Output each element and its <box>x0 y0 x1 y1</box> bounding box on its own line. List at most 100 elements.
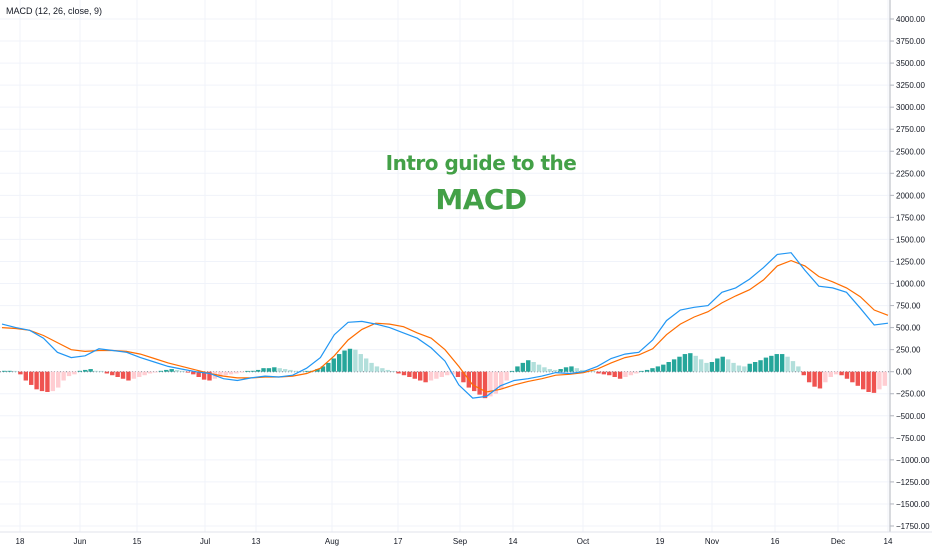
histogram-bar <box>428 371 434 381</box>
histogram-bar <box>326 362 331 372</box>
histogram-bar <box>369 362 374 372</box>
histogram-bar <box>401 371 407 376</box>
indicator-lines <box>1 252 889 399</box>
histogram-bar <box>374 366 380 372</box>
histogram-bar <box>796 366 801 372</box>
histogram-bar <box>574 368 580 372</box>
histogram-bar <box>12 370 18 372</box>
histogram-bar <box>110 371 115 376</box>
histogram-bar <box>434 371 439 379</box>
histogram-bar <box>358 354 363 372</box>
y-tick-label: 1750.00 <box>896 213 925 222</box>
x-tick-label: 17 <box>394 537 403 546</box>
y-tick-label: 3500.00 <box>896 59 925 68</box>
histogram-bar <box>731 362 736 372</box>
histogram-bar <box>839 371 844 376</box>
x-tick-label: 16 <box>771 537 780 546</box>
histogram-bar <box>250 370 255 372</box>
histogram-bar <box>196 371 201 377</box>
histogram-bar <box>482 371 488 399</box>
histogram-bar <box>725 359 731 372</box>
histogram-bar <box>66 371 72 377</box>
histogram-bar <box>93 370 99 372</box>
histogram-bar <box>261 368 266 372</box>
histogram-bar <box>547 369 553 372</box>
histogram-bar <box>758 360 763 372</box>
histogram-bar <box>445 371 450 376</box>
histogram-bar <box>380 368 385 372</box>
histogram-bar <box>131 371 137 379</box>
y-tick-label: 3250.00 <box>896 81 925 90</box>
histogram-bar <box>461 371 466 383</box>
y-tick-label: 3750.00 <box>896 37 925 46</box>
y-tick-label: 2250.00 <box>896 169 925 178</box>
histogram-bar <box>34 371 39 390</box>
histogram-bar <box>142 371 147 376</box>
histogram-bar <box>288 369 293 372</box>
histogram-bar <box>682 354 688 372</box>
histogram-bar <box>423 371 428 383</box>
x-tick-label: Dec <box>831 537 845 546</box>
histogram-bar <box>644 369 650 372</box>
histogram-bar <box>769 355 774 372</box>
x-tick-label: 18 <box>16 537 25 546</box>
histogram-bar <box>104 371 110 374</box>
y-tick-label: 3000.00 <box>896 103 925 112</box>
histogram-bar <box>201 371 207 380</box>
histogram-bar <box>785 356 790 372</box>
histogram-bar <box>617 371 623 379</box>
histogram-bar <box>158 370 164 372</box>
histogram-bar <box>228 371 234 375</box>
histogram-bar <box>2 370 7 372</box>
histogram-bar <box>7 370 12 372</box>
x-tick-label: Aug <box>325 537 339 546</box>
histogram-bar <box>580 369 585 372</box>
histogram-bar <box>455 371 461 377</box>
histogram-bar <box>18 371 23 375</box>
y-tick-label: 750.00 <box>896 302 921 311</box>
histogram-bar <box>412 371 417 379</box>
histogram-bar <box>520 362 526 372</box>
histogram-bar <box>590 370 596 372</box>
y-tick-label: −1000.00 <box>896 456 930 465</box>
grid <box>0 0 890 532</box>
y-tick-label: −250.00 <box>896 390 926 399</box>
y-tick-label: 2750.00 <box>896 125 925 134</box>
histogram-bar <box>282 369 288 372</box>
histogram-bar <box>120 371 126 379</box>
histogram-bar <box>61 371 66 381</box>
y-tick-label: −1750.00 <box>896 522 930 531</box>
histogram-bar <box>56 371 61 388</box>
histogram-bar <box>499 371 504 390</box>
histogram-bar <box>169 369 174 372</box>
histogram-bar <box>239 371 245 373</box>
histogram-bar <box>850 371 855 383</box>
histogram-bar <box>612 371 617 377</box>
histogram-bar <box>137 371 142 377</box>
x-tick-label: Oct <box>577 537 590 546</box>
histogram-bar <box>855 371 860 386</box>
histogram-bar <box>320 366 326 372</box>
histogram-bar <box>218 371 223 377</box>
y-tick-label: 1000.00 <box>896 280 925 289</box>
histogram-bar <box>742 366 747 372</box>
histogram-bar <box>504 371 509 381</box>
histogram-bar <box>569 366 574 372</box>
histogram-bar <box>390 370 396 372</box>
histogram-bar <box>493 371 499 394</box>
y-tick-label: −1250.00 <box>896 478 930 487</box>
y-tick-label: −1500.00 <box>896 500 930 509</box>
histogram-bar <box>509 370 515 372</box>
histogram-bar <box>39 371 45 392</box>
histogram-bar <box>634 371 639 374</box>
histogram-bar <box>553 369 558 372</box>
histogram-bar <box>563 367 569 372</box>
histogram-bar <box>266 368 272 372</box>
indicator-label[interactable]: MACD (12, 26, close, 9) <box>6 6 103 16</box>
y-tick-label: −500.00 <box>896 412 926 421</box>
histogram-bar <box>736 365 742 372</box>
histogram-bar <box>185 371 191 373</box>
x-tick-label: 15 <box>133 537 142 546</box>
